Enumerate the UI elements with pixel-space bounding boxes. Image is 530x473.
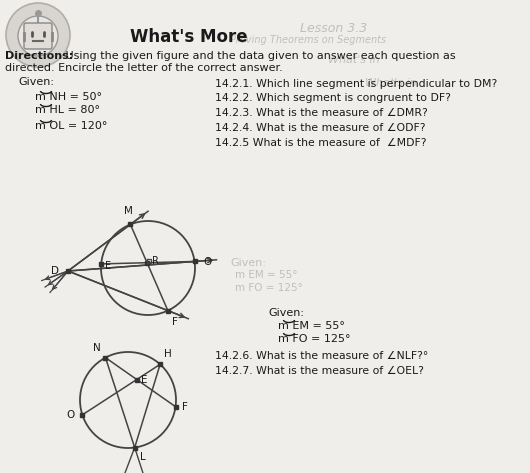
Text: Given:: Given: (268, 308, 304, 318)
Text: R: R (152, 256, 159, 266)
Text: O: O (204, 257, 212, 267)
Text: O: O (66, 410, 74, 420)
Text: m EM = 55°: m EM = 55° (235, 270, 297, 280)
Text: 14.2.7. What is the measure of ∠OEL?: 14.2.7. What is the measure of ∠OEL? (215, 366, 424, 376)
Text: m FO = 125°: m FO = 125° (235, 283, 303, 293)
Text: 14.2.5 What is the measure of  ∠MDF?: 14.2.5 What is the measure of ∠MDF? (215, 138, 427, 148)
Text: m NH = 50°: m NH = 50° (35, 92, 102, 102)
Text: Given:: Given: (230, 258, 266, 268)
Text: E: E (141, 375, 147, 385)
Text: E: E (105, 261, 111, 271)
Text: 14.2.1. Which line segment is perpendicular to DM?: 14.2.1. Which line segment is perpendicu… (215, 79, 497, 89)
Text: F: F (182, 402, 188, 412)
Text: m OL = 120°: m OL = 120° (35, 121, 108, 131)
Text: D: D (51, 266, 59, 276)
Text: N: N (93, 342, 101, 352)
Text: m HL = 80°: m HL = 80° (35, 105, 100, 115)
Text: m EM = 55°: m EM = 55° (278, 321, 345, 331)
Circle shape (18, 16, 58, 56)
Text: directed. Encircle the letter of the correct answer.: directed. Encircle the letter of the cor… (5, 63, 282, 73)
Text: M: M (124, 206, 133, 217)
Text: What's in: What's in (365, 78, 417, 88)
Text: 14.2.2. Which segment is congruent to DF?: 14.2.2. Which segment is congruent to DF… (215, 93, 451, 103)
Text: Proving Theorems on Segments: Proving Theorems on Segments (230, 35, 386, 45)
Circle shape (6, 3, 70, 67)
Text: Lesson 3.3: Lesson 3.3 (300, 22, 367, 35)
Text: 14.2.4. What is the measure of ∠ODF?: 14.2.4. What is the measure of ∠ODF? (215, 123, 426, 133)
Text: 14.2.3. What is the measure of ∠DMR?: 14.2.3. What is the measure of ∠DMR? (215, 108, 428, 118)
Text: m FO = 125°: m FO = 125° (278, 334, 350, 344)
Text: 14.2.6. What is the measure of ∠NLF?°: 14.2.6. What is the measure of ∠NLF?° (215, 351, 428, 361)
Text: What's More: What's More (130, 28, 248, 46)
Text: F: F (172, 316, 178, 326)
FancyBboxPatch shape (24, 23, 52, 49)
Text: Using the given figure and the data given to answer each question as: Using the given figure and the data give… (62, 51, 456, 61)
Text: Directions:: Directions: (5, 51, 73, 61)
Text: What's in: What's in (329, 55, 380, 65)
Text: L: L (140, 452, 145, 462)
Text: H: H (164, 350, 172, 359)
Text: Given:: Given: (18, 77, 54, 87)
